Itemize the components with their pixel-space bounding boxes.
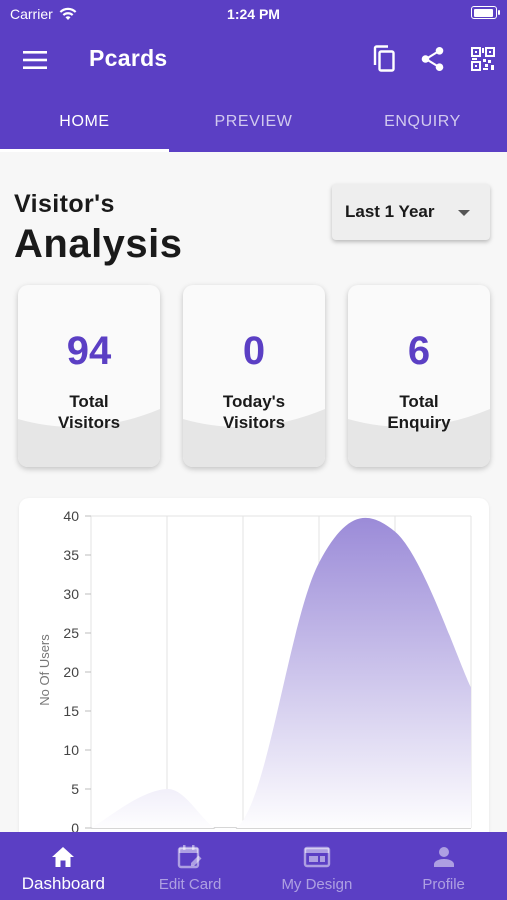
y-tick-label: 0 (71, 820, 79, 832)
app-bar: Pcards (0, 28, 507, 92)
period-dropdown-value: Last 1 Year (345, 202, 435, 221)
share-button[interactable] (418, 44, 448, 74)
visitors-area-chart: 0 5 10 15 20 25 30 35 40 No Of Users (37, 508, 472, 832)
y-axis-label: No Of Users (37, 634, 52, 706)
clock: 1:24 PM (227, 6, 280, 22)
heading-analysis: Analysis (14, 222, 183, 266)
stat-value: 6 (407, 329, 431, 373)
nav-edit-card[interactable]: Edit Card (127, 832, 254, 900)
person-icon (433, 847, 454, 867)
stat-value: 0 (242, 329, 266, 373)
nav-label: Profile (422, 876, 465, 893)
copy-icon (373, 45, 395, 72)
menu-button[interactable] (18, 46, 52, 74)
nav-dashboard[interactable]: Dashboard (0, 832, 127, 900)
y-tick-label: 25 (63, 625, 79, 641)
tab-enquiry[interactable]: ENQUIRY (384, 113, 461, 130)
stat-label-line: Total (399, 392, 439, 411)
top-bar: Carrier 1:24 PM Pcards (0, 0, 507, 152)
tab-bar: HOME PREVIEW ENQUIRY (0, 94, 507, 152)
app-title: Pcards (89, 45, 168, 71)
edit-calendar-icon (177, 845, 202, 869)
qr-code-icon (471, 47, 495, 71)
dashboard-content: Visitor's Analysis Last 1 Year 94 Total … (0, 152, 507, 832)
chevron-down-icon (458, 210, 470, 216)
stat-card-total-enquiry: 6 Total Enquiry (348, 285, 490, 467)
stat-label-line: Enquiry (387, 413, 451, 432)
y-tick-label: 35 (63, 547, 79, 563)
tab-home[interactable]: HOME (0, 94, 169, 152)
tab-preview[interactable]: PREVIEW (214, 113, 293, 130)
copy-button[interactable] (369, 44, 399, 74)
design-icon (303, 846, 331, 868)
heading-visitors: Visitor's (14, 190, 115, 218)
stat-value: 94 (66, 329, 112, 373)
y-tick-label: 5 (71, 781, 79, 797)
stat-card-todays-visitors: 0 Today's Visitors (183, 285, 325, 467)
stat-label-line: Visitors (57, 413, 121, 432)
carrier-label: Carrier (10, 6, 53, 22)
visitors-chart-card: 0 5 10 15 20 25 30 35 40 No Of Users (19, 498, 489, 832)
y-tick-label: 40 (63, 508, 79, 524)
card-wave-decoration (348, 409, 490, 467)
qr-code-button[interactable] (468, 44, 498, 74)
bottom-navigation: Dashboard Edit Card My Design Profile (0, 832, 507, 900)
status-bar: Carrier 1:24 PM (0, 0, 507, 28)
battery-icon (471, 6, 500, 19)
y-tick-label: 30 (63, 586, 79, 602)
y-tick-label: 20 (63, 664, 79, 680)
y-tick-label: 10 (63, 742, 79, 758)
nav-label: Edit Card (158, 876, 222, 893)
wifi-icon (59, 7, 77, 20)
stat-card-total-visitors: 94 Total Visitors (18, 285, 160, 467)
stat-label-line: Total (69, 392, 109, 411)
card-wave-decoration (183, 409, 325, 467)
nav-label: My Design (281, 876, 353, 893)
nav-my-design[interactable]: My Design (254, 832, 381, 900)
stat-label-line: Visitors (222, 413, 286, 432)
chart-area-series (91, 517, 471, 832)
battery-level (473, 8, 493, 17)
period-dropdown[interactable]: Last 1 Year (332, 184, 490, 240)
nav-profile[interactable]: Profile (380, 832, 507, 900)
y-tick-label: 15 (63, 703, 79, 719)
share-icon (421, 47, 444, 71)
stat-label-line: Today's (222, 392, 286, 411)
hamburger-menu-icon (23, 51, 47, 69)
nav-label: Dashboard (21, 874, 105, 893)
card-wave-decoration (18, 409, 160, 467)
home-icon (52, 847, 75, 867)
